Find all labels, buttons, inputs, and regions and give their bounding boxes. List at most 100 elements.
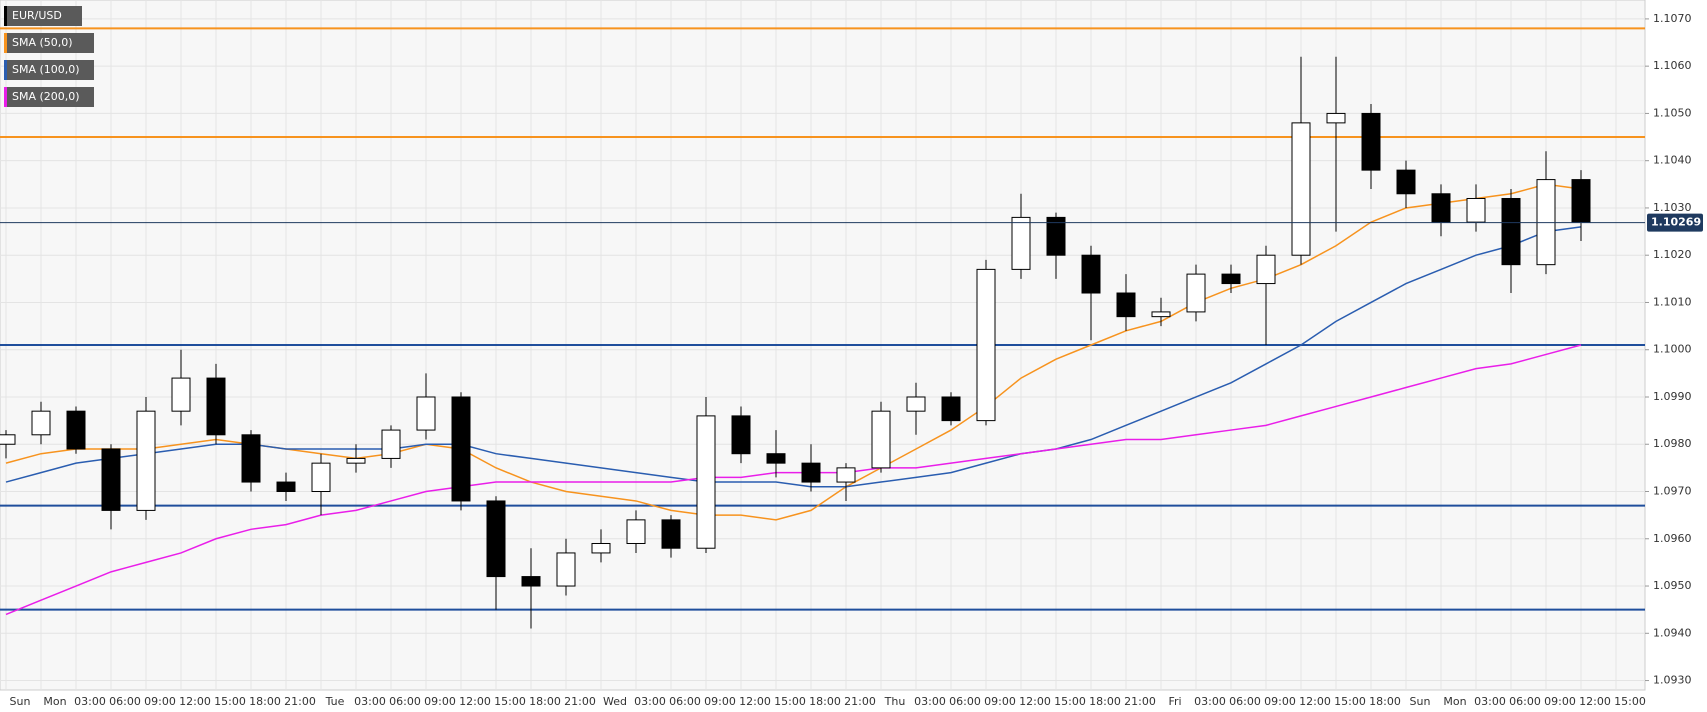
x-tick-label: 12:00 — [739, 695, 771, 708]
x-tick-label: 06:00 — [1229, 695, 1261, 708]
x-tick-label: 15:00 — [1614, 695, 1646, 708]
y-tick-label: 1.0980 — [1653, 437, 1692, 450]
candle-body — [766, 453, 786, 464]
legend-label: EUR/USD — [12, 9, 62, 22]
x-tick-label: 12:00 — [459, 695, 491, 708]
x-tick-label: 12:00 — [1299, 695, 1331, 708]
x-tick-label: 15:00 — [774, 695, 806, 708]
x-tick-label: 09:00 — [424, 695, 456, 708]
candle-body — [1186, 273, 1206, 313]
x-tick-label: 03:00 — [354, 695, 386, 708]
legend-box — [4, 6, 82, 26]
x-tick-label: 15:00 — [214, 695, 246, 708]
legend-box — [4, 87, 94, 107]
x-tick-label: 18:00 — [1089, 695, 1121, 708]
candle-body — [241, 434, 261, 483]
sma-line — [5, 344, 1582, 616]
candle-body — [1116, 292, 1136, 318]
x-tick-label: 03:00 — [1194, 695, 1226, 708]
x-tick-label: 03:00 — [634, 695, 666, 708]
x-tick-label: Sun — [10, 695, 31, 708]
legend-label: SMA (200,0) — [12, 90, 80, 103]
candle-body — [1326, 112, 1346, 124]
x-tick-label: 21:00 — [844, 695, 876, 708]
legend-box — [4, 33, 94, 53]
candle-body — [1291, 122, 1311, 256]
candle-body — [136, 410, 156, 511]
candle-body — [556, 552, 576, 587]
x-tick-label: 18:00 — [809, 695, 841, 708]
x-tick-label: 18:00 — [1369, 695, 1401, 708]
x-tick-label: 18:00 — [249, 695, 281, 708]
x-tick-label: 12:00 — [1579, 695, 1611, 708]
x-tick-label: 15:00 — [1334, 695, 1366, 708]
candle-body — [1396, 169, 1416, 195]
x-tick-label: 09:00 — [1264, 695, 1296, 708]
y-tick-label: 1.0960 — [1653, 532, 1692, 545]
x-tick-label: 15:00 — [494, 695, 526, 708]
x-tick-label: Mon — [43, 695, 66, 708]
candle-body — [1046, 216, 1066, 256]
x-tick-label: 03:00 — [74, 695, 106, 708]
x-tick-label: 09:00 — [984, 695, 1016, 708]
candle-body — [1151, 311, 1171, 318]
candle-body — [871, 410, 891, 469]
x-tick-label: Sun — [1410, 695, 1431, 708]
candle-body — [276, 481, 296, 493]
candle-body — [521, 576, 541, 587]
last-price-box — [1647, 213, 1703, 232]
last-price-label: 1.10269 — [1651, 216, 1701, 229]
candle-body — [1571, 179, 1591, 223]
y-tick-label: 1.1070 — [1653, 12, 1692, 25]
candle-body — [1221, 273, 1241, 285]
y-tick-label: 1.1010 — [1653, 295, 1692, 308]
candle-body — [1501, 197, 1521, 266]
candle-body — [801, 462, 821, 483]
x-tick-label: 21:00 — [1124, 695, 1156, 708]
candle-body — [381, 429, 401, 459]
x-tick-label: Mon — [1443, 695, 1466, 708]
candle-body — [1431, 193, 1451, 223]
x-tick-label: 12:00 — [179, 695, 211, 708]
y-tick-label: 1.1050 — [1653, 106, 1692, 119]
x-tick-label: 06:00 — [669, 695, 701, 708]
candle-body — [66, 410, 86, 450]
candle-body — [416, 396, 436, 431]
candle-body — [0, 434, 16, 445]
candle-body — [1361, 112, 1381, 171]
x-tick-label: 06:00 — [109, 695, 141, 708]
y-tick-label: 1.1000 — [1653, 343, 1692, 356]
x-tick-label: 03:00 — [1474, 695, 1506, 708]
candle-body — [906, 396, 926, 412]
candle-body — [591, 542, 611, 554]
candle-body — [486, 500, 506, 578]
legend-swatch — [4, 87, 7, 107]
x-tick-label: Tue — [325, 695, 345, 708]
y-tick-label: 1.0970 — [1653, 485, 1692, 498]
candle-body — [836, 467, 856, 483]
candle-body — [1256, 254, 1276, 285]
legend-swatch — [4, 60, 7, 80]
y-tick-label: 1.0940 — [1653, 626, 1692, 639]
y-tick-label: 1.1060 — [1653, 59, 1692, 72]
y-tick-label: 1.1040 — [1653, 154, 1692, 167]
candle-body — [31, 410, 51, 436]
candle-body — [101, 448, 121, 511]
x-tick-label: 15:00 — [1054, 695, 1086, 708]
x-tick-label: 03:00 — [914, 695, 946, 708]
candle-body — [171, 377, 191, 412]
y-tick-label: 1.0990 — [1653, 390, 1692, 403]
legend-swatch — [4, 33, 7, 53]
legend-swatch — [4, 6, 7, 26]
candle-body — [451, 396, 471, 502]
x-tick-label: Thu — [884, 695, 906, 708]
x-tick-label: Wed — [603, 695, 627, 708]
y-tick-label: 1.1030 — [1653, 201, 1692, 214]
legend-label: SMA (100,0) — [12, 63, 80, 76]
candle-body — [1466, 197, 1486, 223]
candle-body — [346, 457, 366, 464]
x-tick-label: 06:00 — [949, 695, 981, 708]
legend-label: SMA (50,0) — [12, 36, 73, 49]
x-tick-label: Fri — [1168, 695, 1181, 708]
